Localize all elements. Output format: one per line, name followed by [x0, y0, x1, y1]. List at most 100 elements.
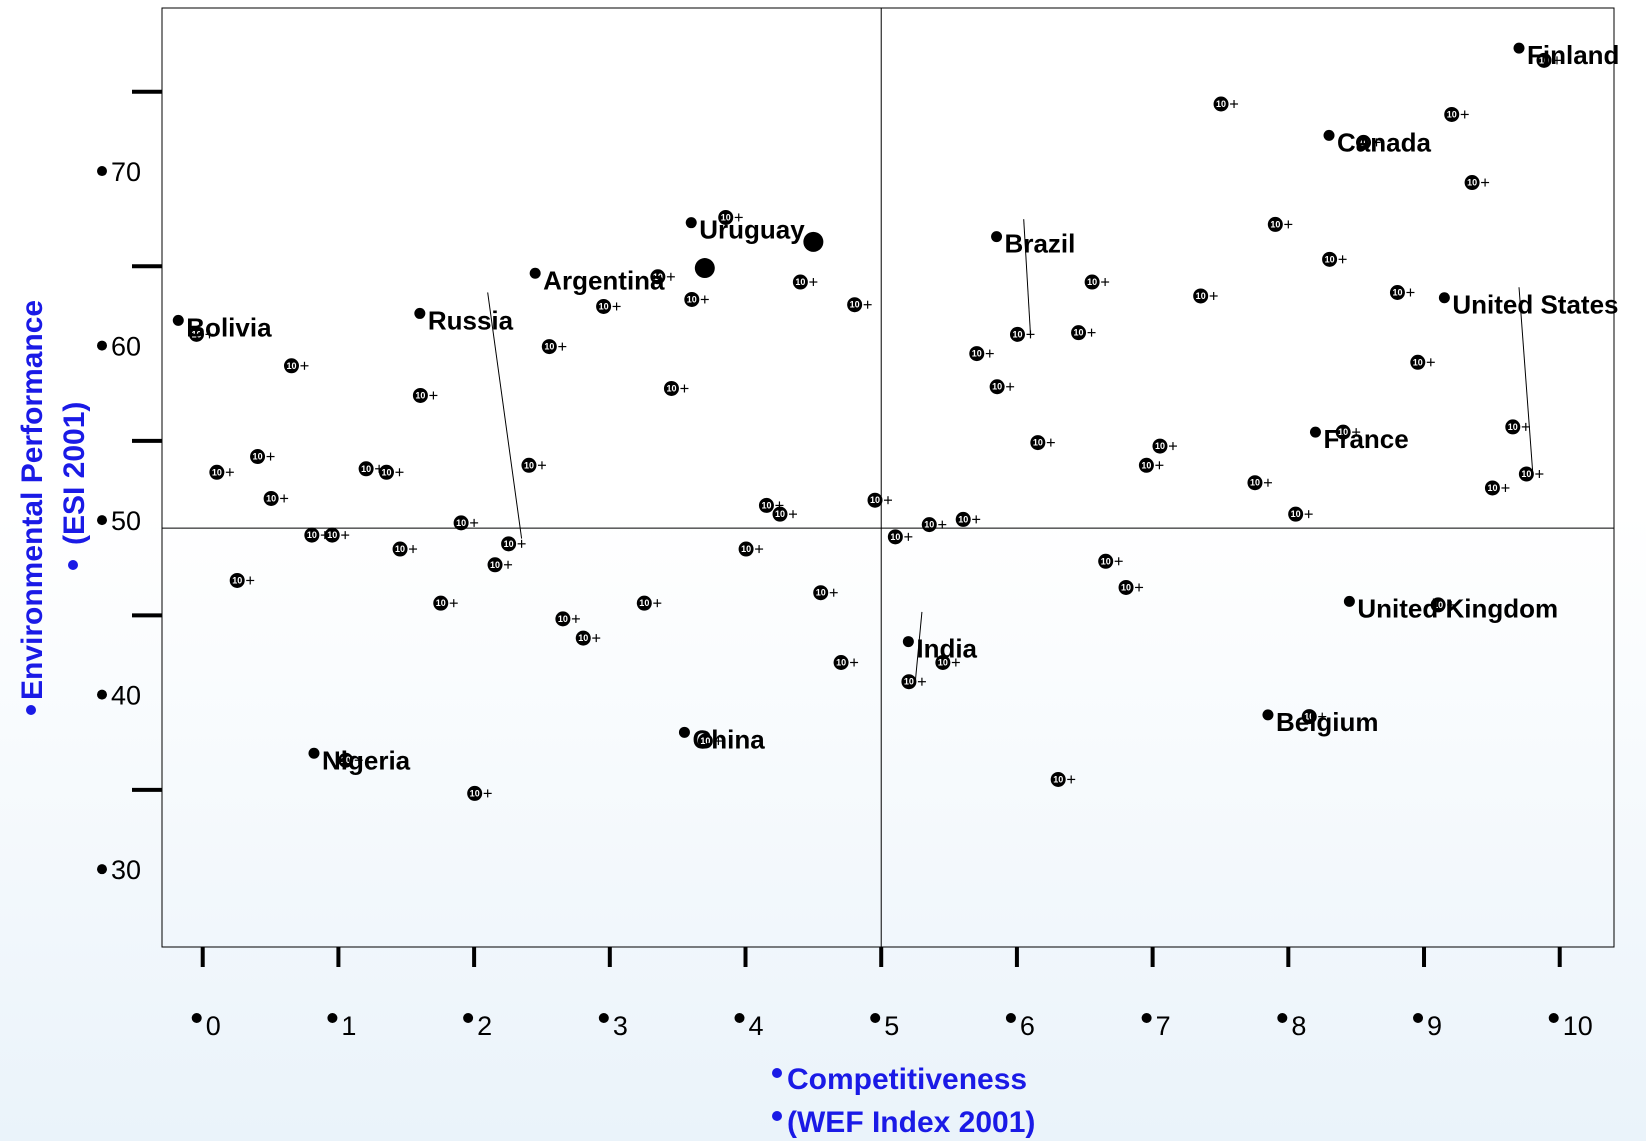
point-marker [758, 497, 774, 513]
country-point-uruguay [685, 217, 697, 229]
point-marker [1301, 709, 1317, 725]
point-marker [521, 457, 537, 473]
point-marker-label: 10 [381, 467, 391, 477]
data-point: 10 [378, 464, 404, 480]
point-marker-label: 10 [1216, 99, 1226, 109]
point-marker-label: 10 [1467, 178, 1477, 188]
point-marker [433, 595, 449, 611]
data-point: 10 [596, 298, 621, 314]
highlight-points [694, 231, 824, 279]
country-label-nigeria: Nigeria [322, 745, 411, 775]
point-marker [867, 492, 883, 508]
data-point: 10 [1030, 435, 1055, 451]
point-marker [663, 380, 679, 396]
data-point: 10 [541, 339, 567, 355]
data-point: 10 [718, 209, 743, 225]
point-marker-label: 10 [1250, 478, 1260, 488]
data-point: 10 [1118, 579, 1144, 595]
y-title-bullet-2 [68, 560, 78, 570]
point-marker [1118, 579, 1134, 595]
point-marker [636, 595, 652, 611]
point-marker [1518, 466, 1534, 482]
point-marker [596, 298, 612, 314]
x-tick-bullet [1413, 1013, 1424, 1023]
point-marker [1464, 175, 1480, 191]
country-label-bolivia: Bolivia [186, 312, 272, 342]
x-tick-label: 5 [884, 1011, 899, 1041]
country-point-india [902, 636, 914, 648]
country-point-belgium [1262, 709, 1274, 721]
x-tick-label: 8 [1291, 1011, 1306, 1041]
point-marker-label: 10 [490, 560, 500, 570]
data-point: 10 [867, 492, 892, 508]
x-tick-bullet [1548, 1013, 1559, 1023]
point-marker [378, 464, 394, 480]
point-marker [412, 387, 428, 403]
x-title-bullet-1 [772, 1068, 782, 1078]
point-marker [935, 655, 951, 671]
point-marker-label: 10 [524, 460, 534, 470]
y-tick-label: 60 [111, 332, 141, 362]
data-point: 10 [555, 611, 580, 627]
data-point: 10 [1301, 709, 1327, 725]
data-point: 10 [521, 457, 546, 473]
point-marker-label: 10 [307, 530, 317, 540]
point-marker-label: 10 [870, 495, 880, 505]
x-tick-label: 2 [477, 1011, 492, 1041]
point-marker-label: 10 [1413, 357, 1423, 367]
country-point-united-kingdom [1343, 595, 1355, 607]
point-marker [188, 326, 204, 342]
point-marker-label: 10 [1433, 600, 1443, 610]
point-marker-label: 10 [1270, 219, 1280, 229]
y-tick-bullet [97, 340, 107, 351]
country-label-france: France [1323, 424, 1408, 454]
point-marker-label: 10 [1053, 774, 1063, 784]
data-point: 10 [772, 506, 798, 522]
point-marker-label: 10 [795, 277, 805, 287]
data-point: 10 [650, 269, 675, 285]
country-point-brazil [991, 231, 1003, 243]
point-marker-label: 10 [415, 390, 425, 400]
point-marker-label: 10 [1291, 509, 1301, 519]
point-marker-label: 10 [327, 530, 337, 540]
point-marker [1030, 435, 1046, 451]
data-point: 10 [935, 655, 960, 671]
point-marker-label: 10 [700, 736, 710, 746]
x-tick-label: 0 [206, 1011, 221, 1041]
x-axis-title-line-1: Competitiveness [787, 1063, 1027, 1096]
point-marker [1213, 96, 1229, 112]
data-point: 10 [636, 595, 662, 611]
point-marker-label: 10 [1359, 137, 1369, 147]
data-point: 10 [283, 358, 309, 374]
y-tick-label: 70 [111, 157, 141, 187]
point-marker-label: 10 [1087, 277, 1097, 287]
country-label-brazil: Brazil [1005, 229, 1076, 259]
data-point: 10 [792, 274, 818, 290]
data-point: 10 [847, 297, 872, 313]
x-axis: 0 1 2 3 4 5 6 7 8 9 10 [191, 947, 1593, 1041]
x-tick-bullet [734, 1013, 745, 1023]
point-marker-label: 10 [1155, 441, 1165, 451]
point-marker-label: 10 [1392, 287, 1402, 297]
point-marker [887, 529, 903, 545]
point-marker-label: 10 [504, 539, 514, 549]
data-point: 10 [1247, 475, 1272, 491]
data-point: 10 [392, 541, 418, 557]
point-marker-label: 10 [191, 329, 201, 339]
point-marker [1098, 553, 1114, 569]
data-point: 10 [324, 527, 350, 543]
point-marker-label: 10 [1447, 109, 1457, 119]
point-marker [955, 511, 971, 527]
y-axis-title: Environmental Performance [16, 300, 49, 715]
point-marker-label: 10 [1325, 254, 1335, 264]
point-marker-label: 10 [958, 514, 968, 524]
point-marker [1193, 288, 1209, 304]
data-point: 10 [1267, 216, 1293, 232]
data-point: 10 [813, 585, 838, 601]
point-marker [1335, 424, 1351, 440]
country-point-finland [1513, 42, 1525, 54]
data-point: 10 [304, 527, 329, 543]
country-point-russia [414, 307, 426, 319]
point-marker [338, 752, 354, 768]
point-marker [1138, 457, 1154, 473]
